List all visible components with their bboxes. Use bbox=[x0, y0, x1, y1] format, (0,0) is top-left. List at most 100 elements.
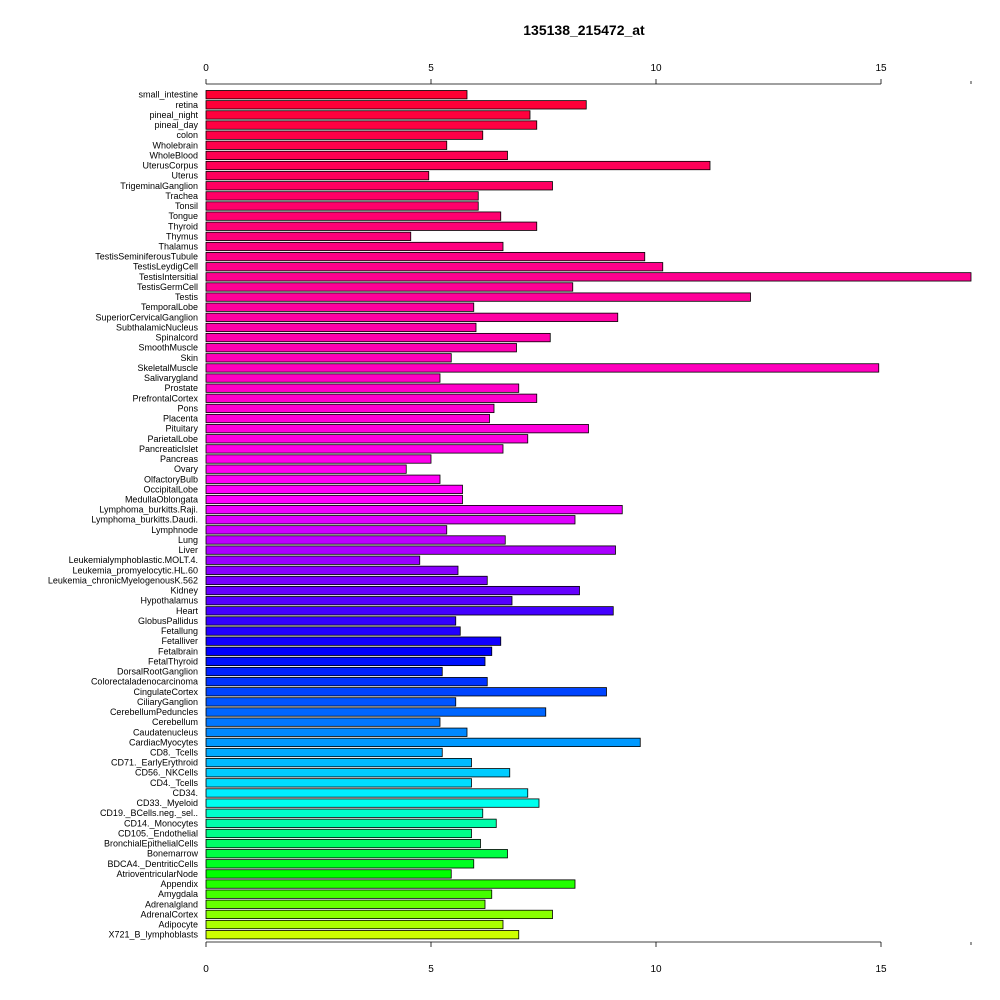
bar bbox=[205, 697, 457, 707]
bar bbox=[205, 100, 587, 110]
category-label: BronchialEpithelialCells bbox=[104, 839, 199, 849]
category-label: Pituitary bbox=[165, 424, 198, 434]
category-label: AdrenalCortex bbox=[140, 909, 198, 919]
category-label: TestisGermCell bbox=[137, 282, 198, 292]
category-label: CD71._EarlyErythroid bbox=[111, 758, 198, 768]
category-label: UterusCorpus bbox=[142, 161, 198, 171]
category-label: Leukemia_chronicMyelogenousK.562 bbox=[48, 575, 198, 585]
bar bbox=[205, 626, 461, 636]
bar bbox=[205, 666, 443, 677]
category-label: Lymphoma_burkitts.Raji. bbox=[99, 505, 198, 515]
category-label: TemporalLobe bbox=[141, 302, 198, 312]
category-label: AtrioventricularNode bbox=[116, 869, 198, 879]
top-tick-label: 0 bbox=[203, 63, 209, 74]
bar bbox=[205, 474, 441, 484]
bar bbox=[205, 292, 751, 302]
category-label: OlfactoryBulb bbox=[144, 474, 198, 484]
bar bbox=[205, 211, 502, 221]
category-label: PancreaticIslet bbox=[139, 444, 199, 454]
bar bbox=[205, 656, 486, 667]
bar bbox=[205, 312, 619, 322]
bar bbox=[205, 788, 529, 798]
category-label: Colorectaladenocarcinoma bbox=[91, 677, 198, 687]
bar bbox=[205, 120, 538, 130]
bar bbox=[205, 930, 520, 940]
bar bbox=[205, 322, 477, 333]
bar bbox=[205, 413, 490, 424]
bar bbox=[205, 565, 459, 575]
bar bbox=[205, 899, 486, 909]
category-label: TestisLeydigCell bbox=[133, 262, 198, 272]
category-label: CD19._BCells.neg._sel.. bbox=[100, 808, 198, 818]
bars-group bbox=[205, 90, 972, 940]
category-label: DorsalRootGanglion bbox=[117, 667, 198, 677]
bar bbox=[205, 110, 531, 120]
category-label: CerebellumPeduncles bbox=[110, 707, 199, 717]
category-label: MedullaOblongata bbox=[125, 495, 198, 505]
bar bbox=[205, 909, 553, 920]
bar bbox=[205, 859, 475, 869]
category-label: SuperiorCervicalGanglion bbox=[95, 312, 198, 322]
bar bbox=[205, 282, 574, 292]
category-label: pineal_night bbox=[149, 110, 198, 120]
bar bbox=[205, 889, 493, 899]
category-label: TrigeminalGanglion bbox=[120, 181, 198, 191]
category-label: Thyroid bbox=[168, 221, 198, 231]
category-label: Fetalliver bbox=[161, 636, 198, 646]
category-label: Lung bbox=[178, 535, 198, 545]
bar bbox=[205, 596, 513, 606]
bar bbox=[205, 353, 452, 363]
bar bbox=[205, 332, 551, 343]
category-label: CD4._Tcells bbox=[150, 778, 199, 788]
bottom-tick-label: 15 bbox=[875, 964, 887, 975]
bar bbox=[205, 464, 407, 474]
bar bbox=[205, 879, 576, 889]
category-label: X721_B_lymphoblasts bbox=[108, 930, 198, 940]
bar bbox=[205, 727, 468, 737]
category-label: OccipitalLobe bbox=[143, 484, 198, 494]
category-label: CardiacMyocytes bbox=[129, 737, 199, 747]
category-label: Amygdala bbox=[158, 889, 198, 899]
category-label: Lymphoma_burkitts.Daudi. bbox=[91, 515, 198, 525]
category-label: Salivarygland bbox=[144, 373, 198, 383]
bar bbox=[205, 150, 508, 161]
bar bbox=[205, 393, 538, 403]
bar bbox=[205, 363, 880, 373]
bottom-x-axis: 0 5 10 15 bbox=[203, 941, 972, 975]
category-label: CD34. bbox=[172, 788, 198, 798]
bar bbox=[205, 545, 616, 555]
bar bbox=[205, 140, 448, 150]
bar bbox=[205, 262, 664, 272]
bar bbox=[205, 90, 468, 100]
bottom-tick-label: 10 bbox=[650, 964, 662, 975]
category-label: Hypothalamus bbox=[140, 596, 198, 606]
category-label: Ovary bbox=[174, 464, 199, 474]
category-label: colon bbox=[176, 130, 198, 140]
category-label: Tongue bbox=[168, 211, 198, 221]
bar bbox=[205, 343, 517, 353]
category-label: Pancreas bbox=[160, 454, 199, 464]
bar bbox=[205, 424, 589, 434]
category-label: CD8._Tcells bbox=[150, 748, 199, 758]
category-label: Thymus bbox=[166, 231, 199, 241]
category-label: WholeBlood bbox=[149, 150, 198, 160]
bar bbox=[205, 717, 441, 727]
category-label: Thalamus bbox=[158, 242, 198, 252]
bar bbox=[205, 383, 520, 393]
top-tick-label: 15 bbox=[875, 63, 887, 74]
bar bbox=[205, 484, 463, 494]
category-label: Liver bbox=[178, 545, 198, 555]
category-label: ParietalLobe bbox=[147, 434, 198, 444]
bar bbox=[205, 747, 443, 758]
bar bbox=[205, 494, 463, 505]
bar bbox=[205, 444, 504, 454]
category-label: GlobusPallidus bbox=[138, 616, 199, 626]
category-label: CD33._Myeloid bbox=[136, 798, 198, 808]
category-label: pineal_day bbox=[154, 120, 198, 130]
bar bbox=[205, 525, 448, 535]
bar bbox=[205, 515, 576, 525]
bar bbox=[205, 737, 641, 747]
bar bbox=[205, 454, 432, 464]
bar bbox=[205, 919, 504, 930]
